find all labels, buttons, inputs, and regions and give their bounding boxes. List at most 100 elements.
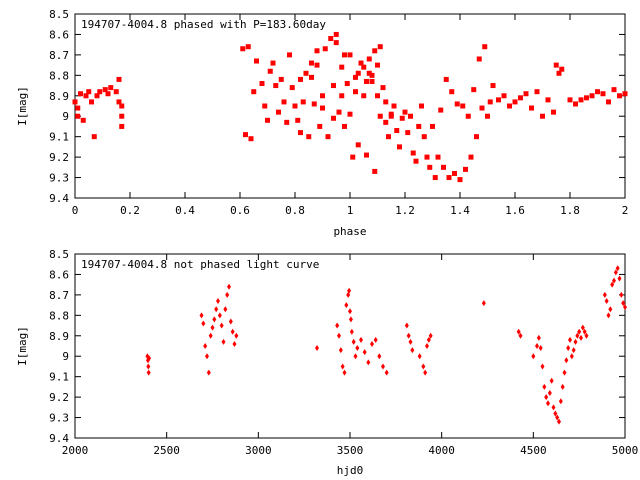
data-point xyxy=(331,83,336,89)
data-point xyxy=(254,58,259,64)
data-point xyxy=(538,345,543,352)
y-tick-label: 9 xyxy=(62,350,69,363)
data-point xyxy=(534,89,540,95)
y-tick-label: 9.1 xyxy=(49,131,69,144)
data-point xyxy=(270,60,276,66)
data-point xyxy=(292,103,298,109)
plot-frame xyxy=(74,13,626,199)
y-tick-label: 9.1 xyxy=(49,371,69,384)
data-point xyxy=(248,136,254,142)
data-point xyxy=(208,332,213,339)
data-point xyxy=(490,83,496,89)
y-tick-label: 9.2 xyxy=(49,151,69,164)
data-point xyxy=(320,105,325,111)
data-point xyxy=(216,298,220,305)
unphased-light-curve-panel: 194707-4004.8 not phased light curve hjd… xyxy=(16,248,638,477)
plot-frame xyxy=(74,253,626,439)
data-point xyxy=(108,85,114,91)
data-point xyxy=(474,134,479,140)
data-point xyxy=(608,306,613,313)
data-point xyxy=(549,377,554,384)
data-point xyxy=(394,128,400,134)
data-point xyxy=(424,154,430,160)
data-point xyxy=(567,97,573,103)
data-point xyxy=(383,99,389,105)
data-point xyxy=(479,105,485,111)
data-point xyxy=(344,302,349,309)
data-point xyxy=(366,56,372,62)
data-point xyxy=(471,87,477,93)
data-point xyxy=(278,76,284,82)
data-point xyxy=(604,298,609,305)
data-point xyxy=(342,52,347,58)
data-point xyxy=(146,369,151,376)
y-tick-label: 8.7 xyxy=(49,289,69,302)
data-point xyxy=(617,275,622,282)
data-point xyxy=(353,353,358,360)
data-point xyxy=(225,291,230,298)
data-point xyxy=(568,336,572,343)
data-point xyxy=(366,359,371,366)
data-point xyxy=(606,312,611,319)
data-point xyxy=(267,68,273,74)
data-point xyxy=(116,76,122,82)
data-point xyxy=(544,394,549,401)
data-point xyxy=(573,338,578,345)
data-point xyxy=(438,107,444,113)
axis-ticks: 2000 2500 3000 3500 4000 4500 5000 8.5 8.6 8.7 8.8… xyxy=(49,248,638,457)
data-point xyxy=(428,332,433,339)
data-point xyxy=(425,343,429,349)
data-point xyxy=(295,117,301,123)
data-point xyxy=(553,62,559,68)
data-point xyxy=(94,93,100,99)
data-point xyxy=(369,72,375,78)
data-points xyxy=(72,31,628,183)
data-point xyxy=(366,70,372,76)
data-point xyxy=(388,111,394,117)
data-point xyxy=(284,119,290,125)
data-point xyxy=(245,44,251,50)
data-point xyxy=(518,332,523,339)
data-point xyxy=(430,123,435,129)
data-point xyxy=(199,312,204,319)
data-point xyxy=(331,115,336,121)
data-point xyxy=(516,328,521,335)
data-point xyxy=(203,343,208,349)
data-point xyxy=(210,324,215,331)
data-point xyxy=(75,105,81,111)
data-point xyxy=(575,332,580,339)
data-point xyxy=(214,306,219,313)
data-point xyxy=(535,343,539,349)
data-point xyxy=(404,322,409,329)
data-point xyxy=(350,154,356,160)
data-point xyxy=(446,175,452,181)
data-point xyxy=(91,134,97,140)
data-point xyxy=(397,144,402,150)
data-point xyxy=(353,89,358,95)
data-point xyxy=(381,363,385,370)
data-point xyxy=(212,316,217,323)
data-point xyxy=(72,99,78,105)
data-point xyxy=(273,83,279,89)
data-point xyxy=(362,349,367,356)
data-point xyxy=(337,332,341,339)
phased-light-curve-panel: 194707-4004.8 phased with P=183.60day ph… xyxy=(16,8,628,238)
y-tick-label: 9.4 xyxy=(49,432,69,445)
data-point xyxy=(579,334,583,341)
y-tick-label: 9 xyxy=(62,110,69,123)
chart-title: 194707-4004.8 phased with P=183.60day xyxy=(81,18,326,31)
data-point xyxy=(615,265,620,272)
y-tick-label: 8.7 xyxy=(49,49,69,62)
data-point xyxy=(545,97,551,103)
x-axis-label: phase xyxy=(333,225,366,238)
data-point xyxy=(351,338,356,345)
data-point xyxy=(547,390,552,397)
data-point xyxy=(338,347,343,354)
data-point xyxy=(457,177,463,183)
x-axis-label: hjd0 xyxy=(337,464,364,477)
data-point xyxy=(589,93,595,99)
data-point xyxy=(372,48,378,54)
data-point xyxy=(232,340,237,347)
data-point xyxy=(399,115,405,121)
